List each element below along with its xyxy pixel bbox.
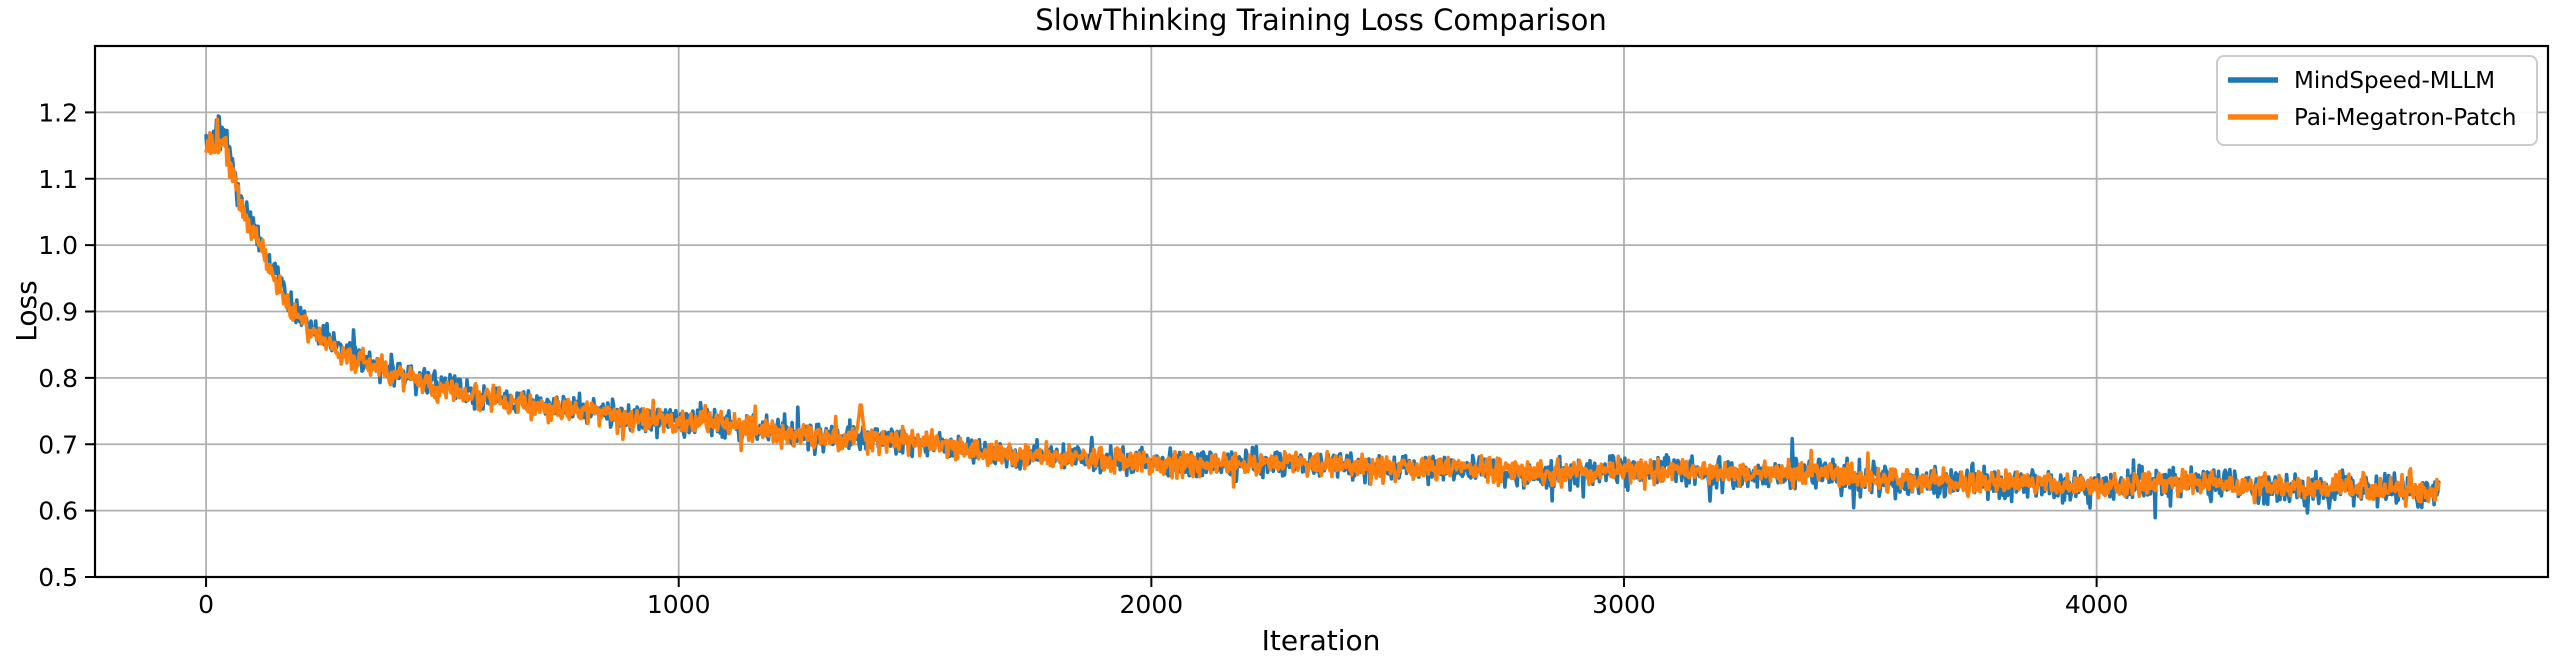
tick-label-layer: 0 1000 2000 3000 4000 0.5 0.6 0.7 0.8 0.9 1.0 1.1 1.… (38, 98, 2128, 619)
grid-layer (95, 46, 2548, 578)
legend: MindSpeed-MLLM Pai-Megatron-Patch (2216, 55, 2538, 146)
y-tick-label: 0.9 (38, 298, 78, 327)
y-tick-label: 0.7 (38, 430, 78, 459)
x-tick-label: 3000 (1592, 590, 1656, 619)
y-tick-label: 0.5 (38, 563, 78, 592)
series-line-pai-megatron-patch (204, 117, 2441, 508)
x-tick-label: 0 (198, 590, 214, 619)
y-axis-label: Loss (10, 280, 43, 341)
y-tick-label: 1.2 (38, 98, 78, 127)
legend-label-pai-megatron-patch: Pai-Megatron-Patch (2294, 105, 2516, 131)
y-tick-label: 0.8 (38, 364, 78, 393)
y-tick-label: 1.1 (38, 165, 78, 194)
legend-box (2216, 55, 2538, 146)
chart-title: SlowThinking Training Loss Comparison (1035, 3, 1606, 37)
x-axis-label: Iteration (1262, 624, 1381, 657)
x-tick-label: 2000 (1120, 590, 1184, 619)
x-tick-label: 4000 (2065, 590, 2129, 619)
legend-label-mindspeed-mllm: MindSpeed-MLLM (2294, 68, 2495, 94)
y-tick-label: 1.0 (38, 231, 78, 260)
tick-layer (85, 111, 2098, 587)
y-tick-label: 0.6 (38, 497, 78, 526)
series-layer (204, 114, 2441, 520)
x-tick-label: 1000 (647, 590, 711, 619)
